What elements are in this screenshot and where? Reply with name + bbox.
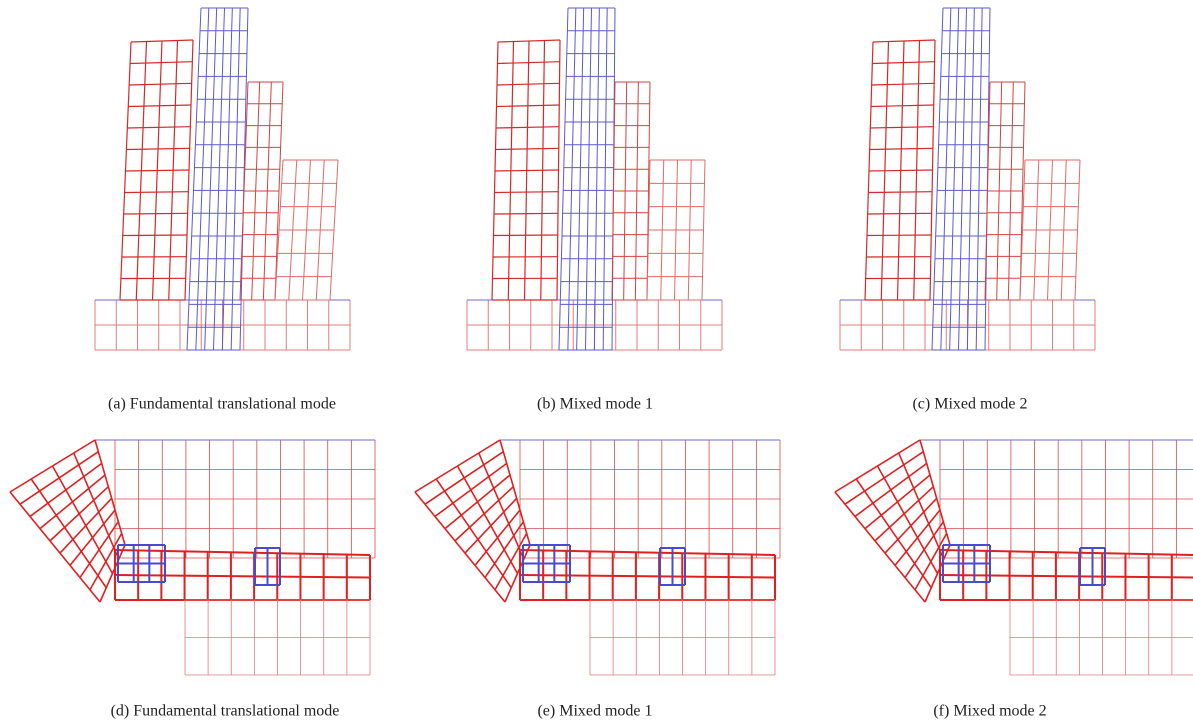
mode-shape-drawings xyxy=(10,8,1193,675)
frame-line xyxy=(925,545,950,602)
frame-line xyxy=(959,8,967,350)
frame-line xyxy=(129,83,192,85)
frame-line xyxy=(415,440,500,492)
caption: (a) Fundamental translational mode xyxy=(108,396,336,413)
frame-line xyxy=(497,83,560,85)
frame-line xyxy=(940,550,1193,555)
frame-line xyxy=(126,170,190,171)
caption: (b) Mixed mode 1 xyxy=(537,396,653,413)
frame-line xyxy=(586,8,592,350)
frame-line xyxy=(520,575,775,578)
frame-line xyxy=(835,492,925,602)
frame-line xyxy=(950,8,959,350)
frame-line xyxy=(505,545,530,602)
frame-line xyxy=(932,8,943,350)
frame-line xyxy=(878,466,938,574)
frame-line xyxy=(127,127,190,128)
frame-line xyxy=(870,127,933,128)
frame-line xyxy=(124,213,188,214)
frame-line xyxy=(53,466,113,574)
frame-line xyxy=(568,8,576,350)
frame-line xyxy=(10,492,100,602)
frame-line xyxy=(835,440,920,492)
frame-line xyxy=(100,545,125,602)
frame-line xyxy=(520,550,775,555)
frame-line xyxy=(577,8,584,350)
frame-line xyxy=(967,8,974,350)
frame-line xyxy=(496,148,559,149)
frame-line xyxy=(871,105,934,107)
frame-line xyxy=(494,213,558,214)
caption: (d) Fundamental translational mode xyxy=(111,703,340,720)
frame-line xyxy=(495,170,559,171)
frame-line xyxy=(123,235,187,236)
frame-line xyxy=(222,8,232,350)
frame-line xyxy=(115,550,370,555)
caption: (e) Mixed mode 1 xyxy=(537,703,652,720)
frame-line xyxy=(870,148,933,149)
frame-line xyxy=(497,105,560,107)
frame-line xyxy=(125,192,189,193)
frame-line xyxy=(10,440,95,492)
frame-line xyxy=(594,8,599,350)
frame-line xyxy=(496,127,559,128)
frame-line xyxy=(872,83,935,85)
frame-line xyxy=(495,192,559,193)
frame-line xyxy=(976,8,982,350)
frame-line xyxy=(869,170,933,171)
figure: (a) Fundamental translational mode (b) M… xyxy=(0,0,1193,725)
frame-line xyxy=(115,575,370,578)
frame-line xyxy=(126,148,189,149)
frame-line xyxy=(231,8,240,350)
caption: (c) Mixed mode 2 xyxy=(912,396,1027,413)
caption: (f) Mixed mode 2 xyxy=(933,703,1046,720)
frame-line xyxy=(494,235,558,236)
frame-line xyxy=(941,8,951,350)
frame-line xyxy=(603,8,607,350)
frame-line xyxy=(868,213,932,214)
frame-line xyxy=(867,235,931,236)
frame-line xyxy=(868,192,932,193)
frame-line xyxy=(128,105,191,107)
frame-line xyxy=(415,492,505,602)
frame-line xyxy=(940,575,1193,578)
frame-line xyxy=(458,466,518,574)
